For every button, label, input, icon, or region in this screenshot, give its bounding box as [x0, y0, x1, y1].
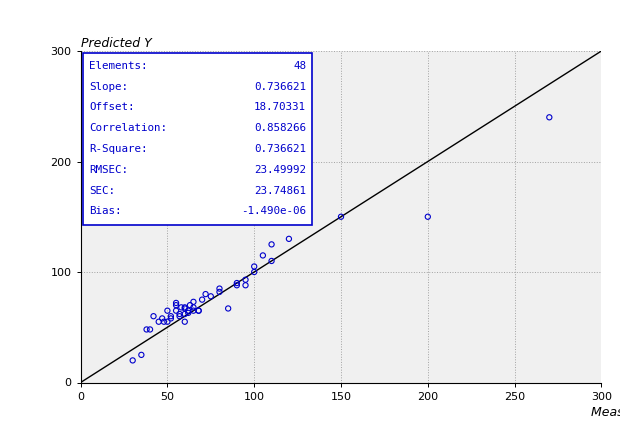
Point	[162, 318, 172, 325]
Text: 18.70331: 18.70331	[254, 102, 306, 113]
Point	[180, 305, 190, 312]
Point	[267, 258, 277, 264]
Point	[171, 302, 181, 309]
Point	[193, 307, 203, 314]
FancyBboxPatch shape	[83, 53, 312, 225]
Point	[166, 313, 176, 320]
Text: Correlation:: Correlation:	[89, 123, 167, 133]
Point	[128, 357, 138, 364]
Point	[136, 351, 146, 358]
Text: Elements:: Elements:	[89, 61, 148, 71]
Point	[215, 289, 224, 295]
Point	[188, 307, 198, 314]
Point	[215, 285, 224, 292]
Point	[232, 280, 242, 286]
Point	[162, 307, 172, 314]
Point	[267, 241, 277, 248]
Point	[176, 304, 186, 311]
Point	[544, 114, 554, 121]
Point	[223, 305, 233, 312]
Text: 48: 48	[293, 61, 306, 71]
X-axis label: Measured Y: Measured Y	[591, 406, 620, 419]
Point	[185, 302, 195, 309]
Point	[193, 307, 203, 314]
Text: SEC:: SEC:	[89, 186, 115, 196]
Text: 0.858266: 0.858266	[254, 123, 306, 133]
Text: Offset:: Offset:	[89, 102, 135, 113]
Point	[184, 309, 193, 316]
Point	[258, 252, 268, 259]
Point	[201, 291, 211, 298]
Text: 23.74861: 23.74861	[254, 186, 306, 196]
Point	[241, 276, 250, 283]
Point	[249, 269, 259, 275]
Text: -1.490e-06: -1.490e-06	[241, 206, 306, 216]
Point	[249, 263, 259, 270]
Point	[188, 298, 198, 305]
Text: Bias:: Bias:	[89, 206, 122, 216]
Text: 0.736621: 0.736621	[254, 144, 306, 154]
Point	[423, 213, 433, 220]
Text: R-Square:: R-Square:	[89, 144, 148, 154]
Point	[284, 235, 294, 242]
Point	[184, 307, 193, 314]
Point	[197, 296, 207, 303]
Text: Predicted Y: Predicted Y	[81, 37, 151, 50]
Point	[145, 326, 155, 333]
Point	[175, 311, 185, 317]
Point	[206, 293, 216, 300]
Point	[166, 315, 176, 322]
Text: 23.49992: 23.49992	[254, 165, 306, 175]
Point	[180, 304, 190, 311]
Text: 0.736621: 0.736621	[254, 82, 306, 92]
Text: Slope:: Slope:	[89, 82, 128, 92]
Point	[336, 213, 346, 220]
Point	[232, 282, 242, 289]
Point	[141, 326, 151, 333]
Point	[157, 315, 167, 322]
Point	[171, 307, 181, 314]
Point	[180, 311, 190, 317]
Point	[149, 313, 159, 320]
Point	[154, 318, 164, 325]
Point	[159, 318, 169, 325]
Point	[188, 304, 198, 311]
Point	[171, 300, 181, 306]
Point	[180, 318, 190, 325]
Point	[241, 282, 250, 289]
Point	[175, 313, 185, 320]
Text: RMSEC:: RMSEC:	[89, 165, 128, 175]
